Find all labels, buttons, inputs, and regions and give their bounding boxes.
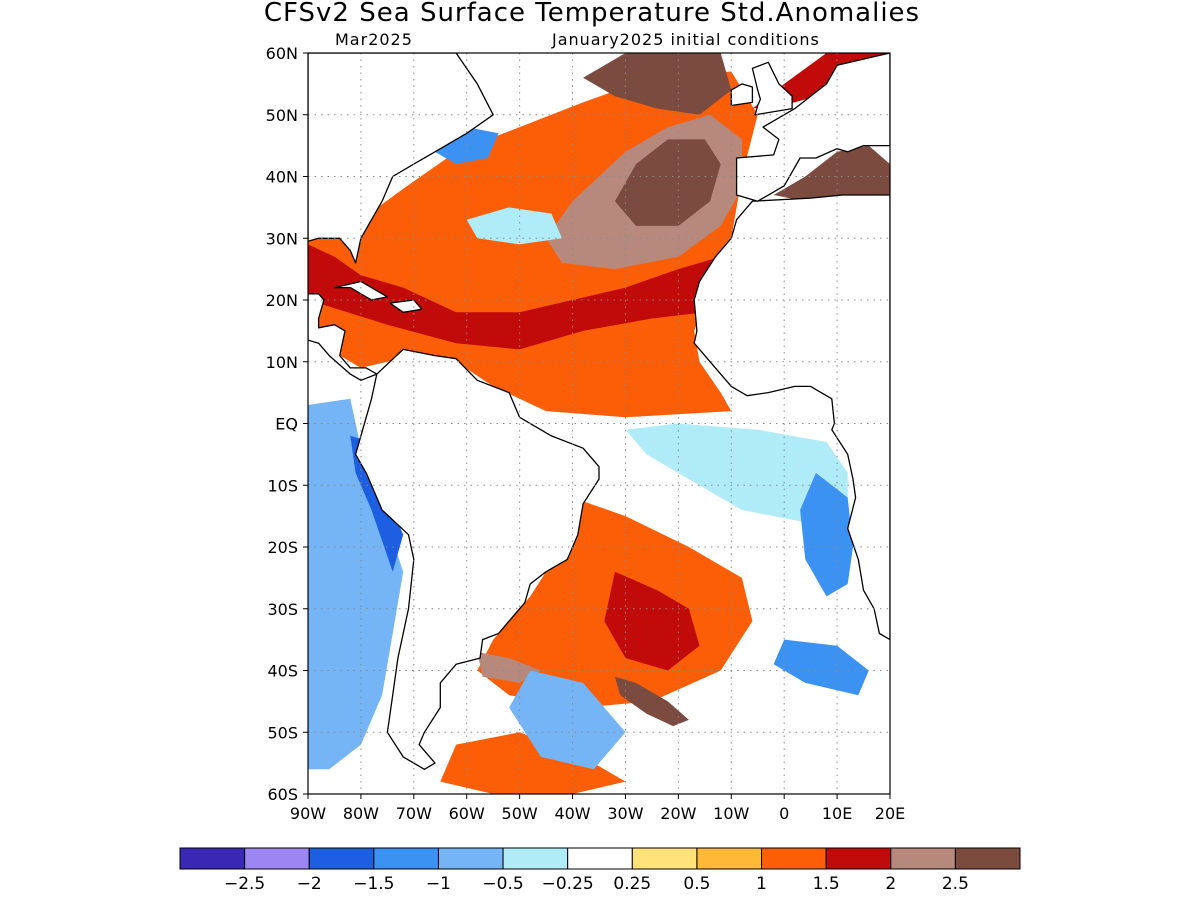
anomaly-region-14: [477, 652, 541, 683]
colorbar-swatch: [502, 847, 569, 870]
colorbar-swatch: [373, 847, 439, 870]
lon-tick-label: 30W: [607, 804, 643, 823]
lon-tick-label: 70W: [396, 804, 432, 823]
colorbar-swatch: [825, 847, 892, 870]
latitude-axis: 60N 50N 40N 30N 20N 10N EQ 10S 20S 30S 40S 50S 60S: [266, 44, 308, 804]
lat-tick-label: 50N: [266, 106, 298, 125]
colorbar-swatch: [308, 847, 375, 870]
colorbar-label: −2.5: [224, 874, 265, 894]
lat-tick-label: 10N: [266, 353, 298, 372]
anomaly-region-19: [773, 639, 869, 696]
lon-tick-label: 20W: [660, 804, 696, 823]
lat-tick-label: 10S: [267, 476, 298, 495]
figure-title: CFSv2 Sea Surface Temperature Std.Anomal…: [264, 0, 920, 28]
lat-tick-label: 20N: [266, 291, 298, 310]
colorbar-label: −1: [426, 874, 451, 894]
landmass-hispaniola: [389, 299, 423, 313]
anomaly-region-10: [800, 472, 853, 597]
colorbar-swatch: [761, 847, 827, 870]
colorbar-swatch: [567, 847, 633, 870]
lon-tick-label: 10E: [822, 804, 852, 823]
anomaly-region-9: [625, 423, 848, 523]
colorbar-swatch: [437, 847, 504, 870]
lat-tick-label: 60N: [266, 44, 298, 63]
colorbar-label: 0.5: [683, 874, 710, 894]
anomaly-region-7: [466, 207, 562, 245]
anomaly-region-17: [350, 435, 404, 572]
lat-tick-label: 20S: [267, 538, 298, 557]
lon-tick-label: 0: [779, 804, 789, 823]
anomaly-region-1: [308, 244, 732, 350]
lat-tick-label: 50S: [267, 723, 298, 742]
anomaly-region-16: [308, 398, 404, 770]
lat-tick-label: 60S: [267, 785, 298, 804]
colorbar-swatch: [179, 847, 246, 870]
lat-tick-label: 40S: [267, 662, 298, 681]
landmass-north-america: [308, 53, 494, 264]
lat-tick-label: 40N: [266, 168, 298, 187]
map-panel: [308, 53, 890, 794]
landmass-south-america: [354, 348, 600, 770]
longitude-axis: 90W 80W 70W 60W 50W 40W 30W 20W 10W 0 10E 20E: [290, 794, 905, 823]
lon-tick-label: 40W: [554, 804, 590, 823]
valid-month-label: Mar2025: [335, 30, 413, 49]
anomaly-region-5: [773, 145, 890, 208]
colorbar-label: −2: [297, 874, 322, 894]
colorbar-swatch: [244, 847, 310, 870]
colorbar-swatch: [890, 847, 956, 870]
anomaly-region-4: [583, 53, 732, 115]
lat-tick-label: 30S: [267, 600, 298, 619]
graticule: [308, 53, 890, 794]
lon-tick-label: 60W: [449, 804, 485, 823]
lon-tick-label: 20E: [875, 804, 905, 823]
colorbar-label: 0.25: [613, 874, 651, 894]
colorbar-label: 1: [756, 874, 767, 894]
lon-tick-label: 50W: [502, 804, 538, 823]
lat-tick-label: EQ: [275, 415, 298, 434]
anomaly-region-18: [509, 670, 626, 770]
landmass-cuba: [333, 280, 389, 301]
colorbar-label: −0.25: [542, 874, 594, 894]
lat-tick-label: 30N: [266, 229, 298, 248]
colorbar-label: 2: [885, 874, 896, 894]
anomaly-region-15: [440, 732, 626, 794]
colorbar-swatch: [954, 847, 1021, 870]
landmass-africa: [693, 194, 890, 641]
lon-tick-label: 90W: [290, 804, 326, 823]
landmass-iberia-and-europe: [735, 53, 890, 202]
anomaly-region-13: [614, 676, 689, 727]
land-mask: [308, 53, 890, 770]
colorbar: −2.5 −2 −1.5 −1 −0.5 −0.25 0.25 0.5 1 1.5 2 2.5: [179, 847, 1021, 894]
landmass-great-britain: [751, 61, 793, 116]
initial-conditions-label: January2025 initial conditions: [551, 30, 820, 49]
colorbar-label: 2.5: [942, 874, 969, 894]
lon-tick-label: 10W: [713, 804, 749, 823]
landmass-mexico-and-central-america: [308, 293, 378, 381]
colorbar-label: −1.5: [353, 874, 394, 894]
colorbar-label: 1.5: [813, 874, 840, 894]
colorbar-label: −0.5: [482, 874, 523, 894]
colorbar-swatch: [631, 847, 698, 870]
anomaly-region-3: [614, 139, 721, 226]
colorbar-swatch: [696, 847, 763, 870]
anomaly-region-12: [604, 571, 700, 671]
lon-tick-label: 80W: [343, 804, 379, 823]
anomaly-region-8: [435, 127, 499, 165]
